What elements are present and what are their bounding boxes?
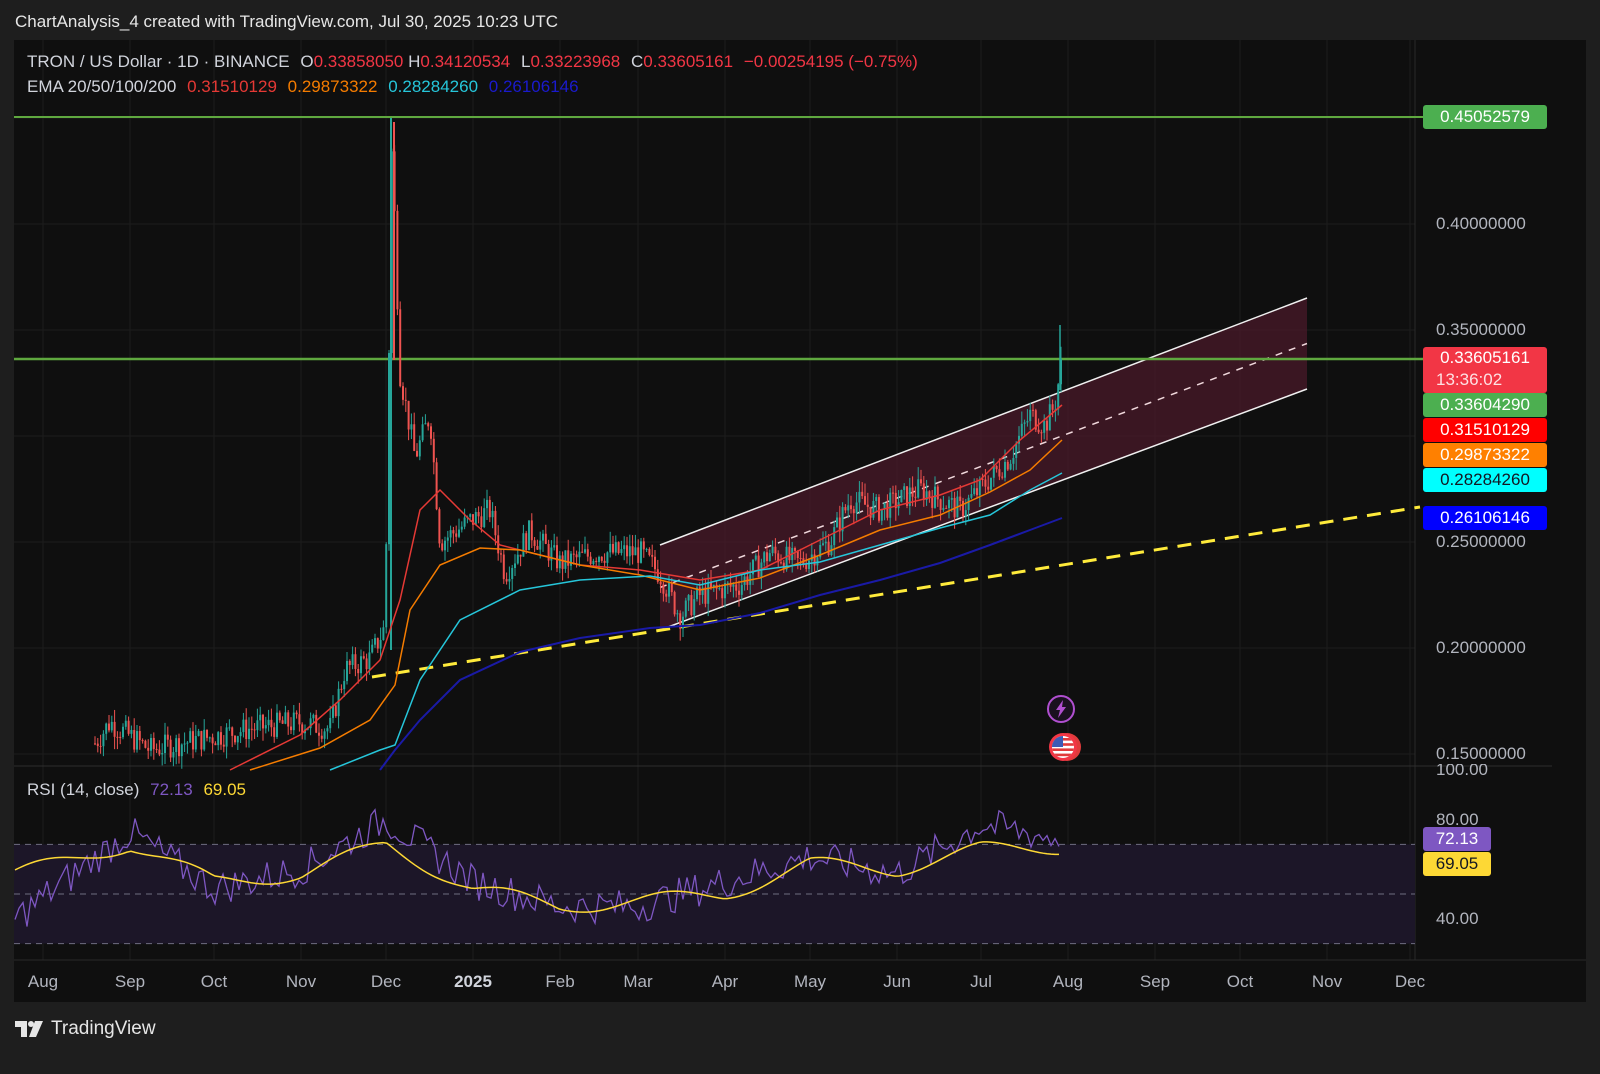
time-axis-label: Dec [370,972,402,991]
channel-upper-line [659,297,1308,546]
ema200-value: 0.26106146 [488,77,579,96]
price-tag-value: 0.31510129 [1440,420,1530,439]
price-axis-label: 0.15000000 [1436,744,1526,763]
price-tag-value: 0.45052579 [1440,107,1530,126]
ema200-tag: 0.26106146 [1423,506,1547,530]
lightning-event-icon[interactable] [1046,694,1076,724]
channel-lower-line [659,388,1308,631]
close-label: C [631,52,644,71]
ema50-tag: 0.29873322 [1423,443,1547,467]
rsi-ma-line [14,841,1060,913]
ema100-line [329,472,1063,771]
price-tag-value: 0.33605161 [1440,348,1530,367]
tradingview-brand: TradingView [51,1018,156,1039]
ascending-channel [660,298,1307,630]
resistance-line-tag: 0.33604290 [1423,393,1547,417]
tradingview-logo-icon [15,1021,43,1037]
chart-caption: ChartAnalysis_4 created with TradingView… [15,12,559,31]
price-tag-value: 0.33604290 [1440,395,1530,414]
time-axis-label: Jun [883,972,911,991]
time-axis-label: May [793,972,827,991]
ema20-value: 0.31510129 [187,77,277,96]
ema-legend-label[interactable]: EMA 20/50/100/200 [27,77,177,96]
price-axis-label: 0.20000000 [1436,638,1526,657]
channel-midline [659,342,1308,589]
price-axis-label: 0.25000000 [1436,532,1526,551]
rsi-value: 72.13 [150,780,193,799]
time-axis-label: Mar [623,972,653,991]
low-label: L [520,52,531,71]
close-value: 0.33605161 [643,52,734,71]
time-axis-label: Feb [545,972,575,991]
ema-legend: EMA 20/50/100/200 0.31510129 0.29873322 … [27,77,585,97]
symbol-legend: TRON / US Dollar · 1D · BINANCE O0.33858… [27,52,924,72]
high-label: H [408,52,421,71]
time-axis-label: Dec [1394,972,1426,991]
rsi-legend: RSI (14, close) 72.13 69.05 [27,780,252,800]
time-axis-label: Nov [285,972,317,991]
change-value: −0.00254195 (−0.75%) [743,52,918,71]
price-tag-value: 0.28284260 [1440,470,1530,489]
time-axis-label: Apr [711,972,739,991]
time-axis-label: Nov [1311,972,1343,991]
rsi-value-tag: 72.13 [1423,827,1491,851]
rsi-ma-tag: 69.05 [1423,852,1491,876]
price-tag-value: 0.29873322 [1440,445,1530,464]
time-axis-label: Aug [27,972,59,991]
last-price-tag: 0.33605161 13:36:02 [1423,347,1547,393]
ema100-value: 0.28284260 [388,77,479,96]
high-value: 0.34120534 [420,52,511,71]
resistance-high-tag: 0.45052579 [1423,105,1547,129]
time-axis-label: Sep [114,972,146,991]
ema20-tag: 0.31510129 [1423,418,1547,442]
price-axis-label: 0.40000000 [1436,214,1526,233]
time-axis-label: Jul [970,972,992,991]
us-flag-event-icon[interactable] [1046,730,1086,764]
rsi-axis-label: 40.00 [1436,909,1479,928]
ema200-line [379,517,1063,771]
time-axis-label: 2025 [454,972,492,991]
rsi-axis-label: 100.00 [1436,760,1488,779]
rsi-legend-label[interactable]: RSI (14, close) [27,780,140,799]
ema100-tag: 0.28284260 [1423,468,1547,492]
time-axis-label: Aug [1052,972,1084,991]
price-tag-value: 0.26106146 [1440,508,1530,527]
support-trendline [371,505,1421,679]
rsi-axis-label: 80.00 [1436,810,1479,829]
open-label: O [300,52,314,71]
time-axis-label: Oct [200,972,228,991]
time-axis-label: Sep [1139,972,1171,991]
tradingview-logo[interactable]: TradingView [15,1018,156,1040]
ema50-value: 0.29873322 [287,77,378,96]
price-axis-label: 0.35000000 [1436,320,1526,339]
symbol-name[interactable]: TRON / US Dollar · 1D · BINANCE [27,52,290,71]
low-value: 0.33223968 [530,52,621,71]
rsi-ma-value: 69.05 [203,780,246,799]
ema50-line [249,439,1063,771]
time-axis-label: Oct [1226,972,1254,991]
countdown-timer: 13:36:02 [1436,370,1503,389]
open-value: 0.33858050 [313,52,404,71]
